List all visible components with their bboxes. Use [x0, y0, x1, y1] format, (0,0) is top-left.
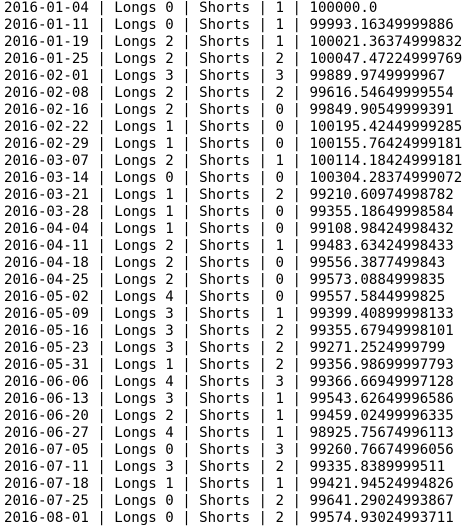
- output-line: 2016-03-28 | Longs 1 | Shorts | 0 | 9935…: [4, 204, 454, 220]
- output-line: 2016-03-14 | Longs 0 | Shorts | 0 | 1003…: [4, 170, 463, 186]
- output-line: 2016-06-06 | Longs 4 | Shorts | 3 | 9936…: [4, 374, 454, 390]
- output-line: 2016-01-25 | Longs 2 | Shorts | 2 | 1000…: [4, 51, 463, 67]
- output-line: 2016-06-20 | Longs 2 | Shorts | 1 | 9945…: [4, 408, 454, 424]
- output-line: 2016-02-22 | Longs 1 | Shorts | 0 | 1001…: [4, 119, 463, 135]
- output-line: 2016-03-21 | Longs 1 | Shorts | 2 | 9921…: [4, 187, 454, 203]
- output-line: 2016-02-29 | Longs 1 | Shorts | 0 | 1001…: [4, 136, 463, 152]
- output-line: 2016-03-07 | Longs 2 | Shorts | 1 | 1001…: [4, 153, 463, 169]
- output-line: 2016-07-11 | Longs 3 | Shorts | 2 | 9933…: [4, 459, 446, 475]
- output-line: 2016-05-23 | Longs 3 | Shorts | 2 | 9927…: [4, 340, 446, 356]
- output-line: 2016-06-27 | Longs 4 | Shorts | 1 | 9892…: [4, 425, 454, 441]
- output-line: 2016-08-01 | Longs 0 | Shorts | 2 | 9957…: [4, 510, 454, 526]
- output-line: 2016-05-16 | Longs 3 | Shorts | 2 | 9935…: [4, 323, 454, 339]
- output-line: 2016-07-18 | Longs 1 | Shorts | 1 | 9942…: [4, 476, 454, 492]
- output-line: 2016-05-02 | Longs 4 | Shorts | 0 | 9955…: [4, 289, 446, 305]
- output-line: 2016-01-19 | Longs 2 | Shorts | 1 | 1000…: [4, 34, 463, 50]
- output-line: 2016-06-13 | Longs 3 | Shorts | 1 | 9954…: [4, 391, 454, 407]
- output-line: 2016-07-25 | Longs 0 | Shorts | 2 | 9964…: [4, 493, 454, 509]
- output-line: 2016-04-11 | Longs 2 | Shorts | 1 | 9948…: [4, 238, 454, 254]
- output-line: 2016-07-05 | Longs 0 | Shorts | 3 | 9926…: [4, 442, 454, 458]
- output-line: 2016-05-09 | Longs 3 | Shorts | 1 | 9939…: [4, 306, 454, 322]
- output-line: 2016-05-31 | Longs 1 | Shorts | 2 | 9935…: [4, 357, 454, 373]
- output-line: 2016-04-04 | Longs 1 | Shorts | 0 | 9910…: [4, 221, 454, 237]
- output-line: 2016-02-16 | Longs 2 | Shorts | 0 | 9984…: [4, 102, 454, 118]
- output-line: 2016-01-11 | Longs 0 | Shorts | 1 | 9999…: [4, 17, 454, 33]
- output-line: 2016-02-01 | Longs 3 | Shorts | 3 | 9988…: [4, 68, 446, 84]
- output-line: 2016-02-08 | Longs 2 | Shorts | 2 | 9961…: [4, 85, 454, 101]
- output-line: 2016-04-25 | Longs 2 | Shorts | 0 | 9957…: [4, 272, 446, 288]
- output-line: 2016-01-04 | Longs 0 | Shorts | 1 | 1000…: [4, 0, 378, 16]
- output-line: 2016-04-18 | Longs 2 | Shorts | 0 | 9955…: [4, 255, 446, 271]
